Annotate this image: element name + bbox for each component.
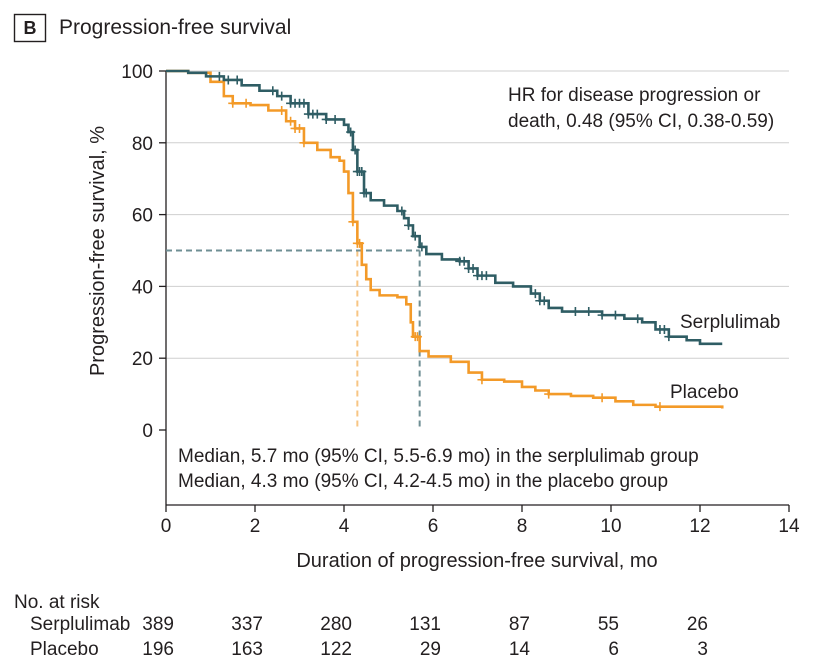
- risk-value-placebo-12: 3: [697, 639, 708, 660]
- axes: 0 20 40 60 80 100 0 2 4 6 8 10 12 14: [121, 62, 800, 537]
- panel-badge-box: [13, 13, 47, 43]
- y-tick-label-60: 60: [132, 206, 153, 227]
- series-label-serplulimab: Serplulimab: [680, 312, 780, 333]
- censor-mark-serplulimab-13: [330, 114, 340, 124]
- censor-mark-serplulimab-18: [357, 167, 367, 177]
- risk-value-serplulimab-10: 55: [598, 614, 619, 635]
- censor-mark-serplulimab-24: [417, 242, 427, 252]
- censor-mark-placebo-15: [655, 402, 665, 412]
- censor-mark-serplulimab-31: [481, 271, 491, 281]
- risk-value-placebo-4: 122: [320, 639, 352, 660]
- censor-mark-placebo-12: [477, 375, 487, 385]
- x-tick-label-8: 8: [517, 516, 528, 537]
- censor-mark-serplulimab-28: [468, 263, 478, 273]
- censor-mark-serplulimab-34: [539, 296, 549, 306]
- censor-mark-serplulimab-14: [346, 127, 356, 137]
- x-tick-label-10: 10: [600, 516, 621, 537]
- censor-mark-serplulimab-26: [459, 256, 469, 266]
- risk-value-placebo-2: 163: [231, 639, 263, 660]
- risk-value-serplulimab-4: 280: [320, 614, 352, 635]
- risk-table-title: No. at risk: [14, 592, 100, 613]
- y-tick-label-20: 20: [132, 349, 153, 370]
- x-axis-title: Duration of progression-free survival, m…: [296, 550, 657, 572]
- y-tick-label-0: 0: [142, 421, 153, 442]
- censor-mark-placebo-2: [277, 105, 287, 115]
- median-annotation-line1: Median, 5.7 mo (95% CI, 5.5-6.9 mo) in t…: [178, 446, 699, 467]
- censor-mark-placebo-7: [348, 217, 358, 227]
- censor-mark-placebo-13: [544, 389, 554, 399]
- y-tick-label-100: 100: [121, 62, 153, 83]
- risk-value-serplulimab-6: 131: [409, 614, 441, 635]
- risk-value-placebo-6: 29: [420, 639, 441, 660]
- risk-row-label-placebo: Placebo: [30, 639, 99, 660]
- censor-mark-serplulimab-39: [633, 314, 643, 324]
- censor-mark-placebo-5: [295, 123, 304, 133]
- y-tick-label-80: 80: [132, 134, 153, 155]
- censor-mark-serplulimab-3: [268, 86, 278, 96]
- censor-mark-serplulimab-35: [570, 307, 580, 317]
- censor-mark-serplulimab-38: [610, 310, 620, 320]
- gridlines: [166, 70, 789, 359]
- risk-value-serplulimab-12: 26: [687, 614, 708, 635]
- risk-value-placebo-10: 6: [608, 639, 619, 660]
- chart-title: Progression-free survival: [59, 16, 291, 39]
- censor-mark-placebo-9: [355, 238, 365, 248]
- risk-value-serplulimab-0: 389: [142, 614, 174, 635]
- censor-mark-serplulimab-37: [597, 310, 607, 320]
- survival-curves: [166, 69, 724, 412]
- censor-mark-placebo-6: [299, 138, 309, 148]
- censor-mark-serplulimab-21: [397, 206, 407, 216]
- censor-mark-placebo-11: [412, 332, 422, 342]
- hr-annotation-line2: death, 0.48 (95% CI, 0.38-0.59): [508, 111, 774, 132]
- censor-mark-placebo-0: [228, 98, 238, 108]
- censor-mark-serplulimab-8: [299, 98, 309, 108]
- censor-mark-serplulimab-12: [321, 114, 331, 124]
- censor-mark-placebo-3: [286, 116, 296, 126]
- censor-mark-serplulimab-1: [223, 75, 233, 85]
- censor-mark-serplulimab-36: [584, 307, 594, 317]
- series-label-placebo: Placebo: [670, 382, 739, 403]
- y-tick-label-40: 40: [132, 277, 153, 298]
- risk-value-placebo-0: 196: [142, 639, 174, 660]
- censor-mark-placebo-14: [597, 393, 607, 403]
- censor-mark-serplulimab-23: [410, 231, 420, 241]
- censor-mark-serplulimab-0: [214, 71, 224, 81]
- risk-value-serplulimab-2: 337: [231, 614, 263, 635]
- series-placebo: [166, 69, 724, 412]
- x-tick-label-12: 12: [689, 516, 710, 537]
- x-tick-label-2: 2: [250, 516, 261, 537]
- censor-mark-serplulimab-42: [664, 332, 674, 342]
- censor-mark-serplulimab-32: [530, 289, 540, 299]
- censor-mark-serplulimab-22: [404, 220, 414, 230]
- x-tick-label-0: 0: [161, 516, 172, 537]
- censor-mark-serplulimab-4: [277, 91, 287, 101]
- risk-value-serplulimab-8: 87: [509, 614, 530, 635]
- censor-mark-serplulimab-15: [350, 145, 360, 155]
- censor-mark-serplulimab-20: [361, 188, 371, 198]
- median-reference-lines: [166, 249, 421, 430]
- series-serplulimab: [166, 69, 723, 346]
- censor-mark-serplulimab-2: [232, 75, 242, 85]
- median-annotation-line2: Median, 4.3 mo (95% CI, 4.2-4.5 mo) in t…: [178, 471, 668, 492]
- censor-mark-serplulimab-41: [659, 324, 669, 334]
- x-tick-label-4: 4: [339, 516, 350, 537]
- risk-table-values: 389 337 280 131 87 55 26 196 163 122 29 14 6 3: [142, 614, 708, 660]
- panel-label: B: [24, 18, 37, 38]
- x-tick-label-6: 6: [428, 516, 439, 537]
- y-axis-title: Progression-free survival, %: [87, 126, 109, 376]
- x-tick-label-14: 14: [778, 516, 800, 537]
- censor-mark-serplulimab-11: [312, 109, 322, 119]
- risk-row-label-serplulimab: Serplulimab: [30, 614, 130, 635]
- hr-annotation-line1: HR for disease progression or: [508, 85, 761, 106]
- censor-mark-placebo-1: [241, 98, 251, 108]
- risk-value-placebo-8: 14: [509, 639, 531, 660]
